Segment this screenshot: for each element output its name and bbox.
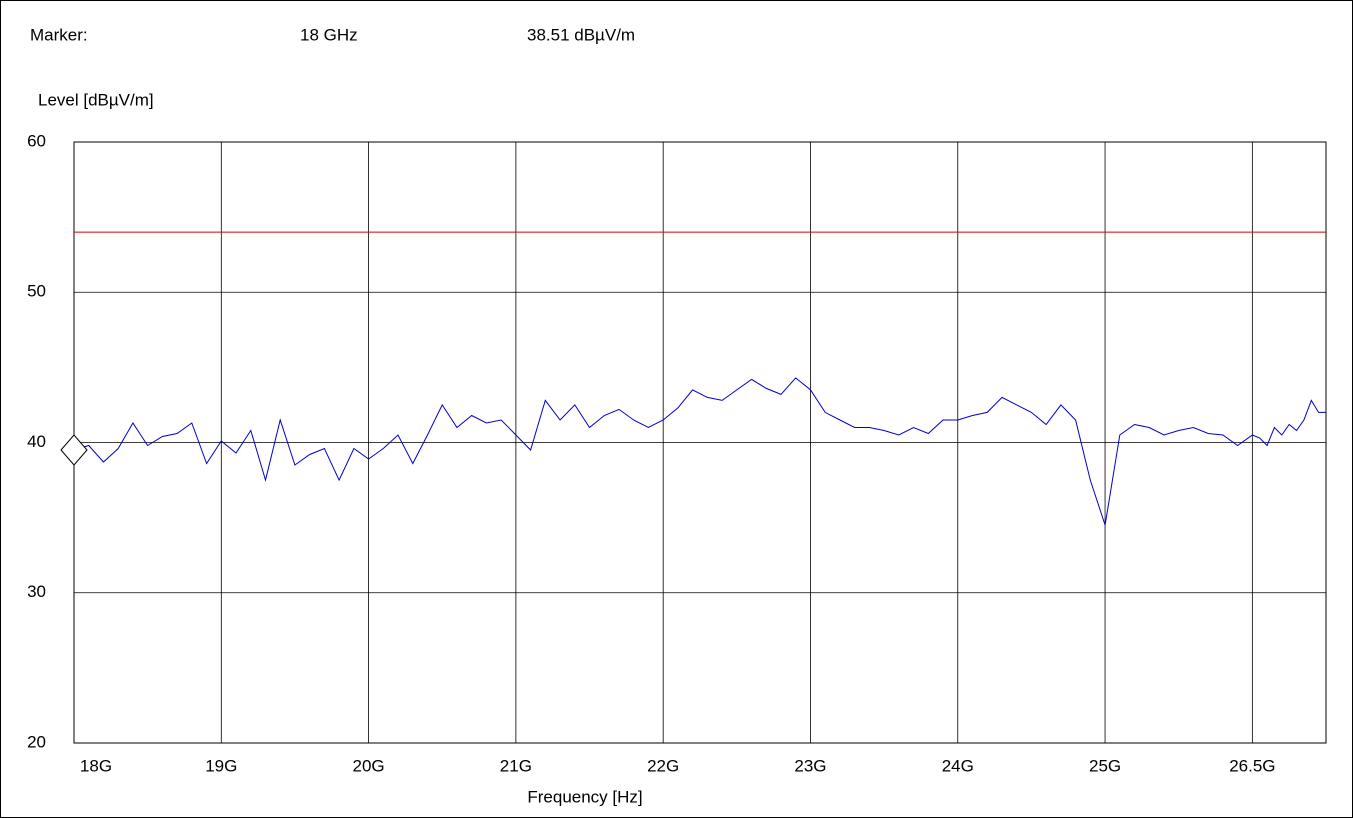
x-tick-label: 22G [647,756,679,775]
marker-label: Marker: [30,25,88,44]
y-tick-label: 50 [27,282,46,301]
marker-frequency: 18 GHz [300,25,358,44]
y-tick-label: 60 [27,131,46,150]
y-tick-label: 20 [27,732,46,751]
marker-level: 38.51 dBµV/m [527,25,635,44]
y-axis-title: Level [dBµV/m] [38,90,154,109]
x-tick-label: 23G [794,756,826,775]
x-tick-label: 18G [80,756,112,775]
x-tick-label: 26.5G [1229,756,1275,775]
x-tick-label: 24G [942,756,974,775]
x-tick-label: 19G [205,756,237,775]
x-tick-label: 20G [353,756,385,775]
marker-diamond [60,434,88,466]
y-tick-label: 30 [27,582,46,601]
trace [73,377,1326,526]
x-tick-label: 25G [1089,756,1121,775]
x-tick-label: 21G [500,756,532,775]
y-tick-label: 40 [27,432,46,451]
x-axis-title: Frequency [Hz] [527,787,642,806]
